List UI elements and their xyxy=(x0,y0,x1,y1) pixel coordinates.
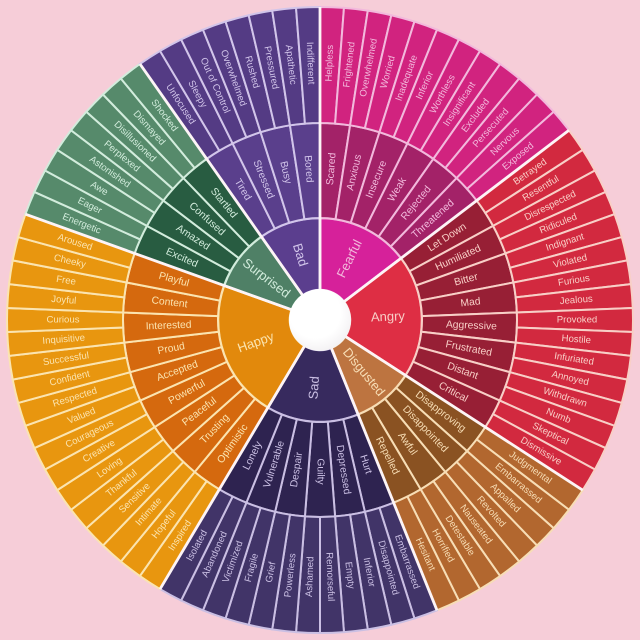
svg-text:Sad: Sad xyxy=(305,376,322,400)
svg-text:Joyful: Joyful xyxy=(51,294,77,307)
svg-text:Angry: Angry xyxy=(371,308,406,324)
svg-text:Aggressive: Aggressive xyxy=(446,320,498,333)
svg-text:Provoked: Provoked xyxy=(557,315,598,326)
svg-text:Guilty: Guilty xyxy=(314,458,325,485)
svg-text:Bored: Bored xyxy=(302,155,315,184)
svg-text:Mad: Mad xyxy=(460,296,481,309)
svg-text:Remorseful: Remorseful xyxy=(323,552,336,601)
svg-text:Curious: Curious xyxy=(46,315,79,326)
svg-text:Helpless: Helpless xyxy=(324,44,336,81)
svg-text:Ashamed: Ashamed xyxy=(304,556,317,597)
svg-text:Interested: Interested xyxy=(146,320,192,333)
svg-text:Indifferent: Indifferent xyxy=(304,42,317,85)
svg-text:Hostile: Hostile xyxy=(561,333,591,346)
